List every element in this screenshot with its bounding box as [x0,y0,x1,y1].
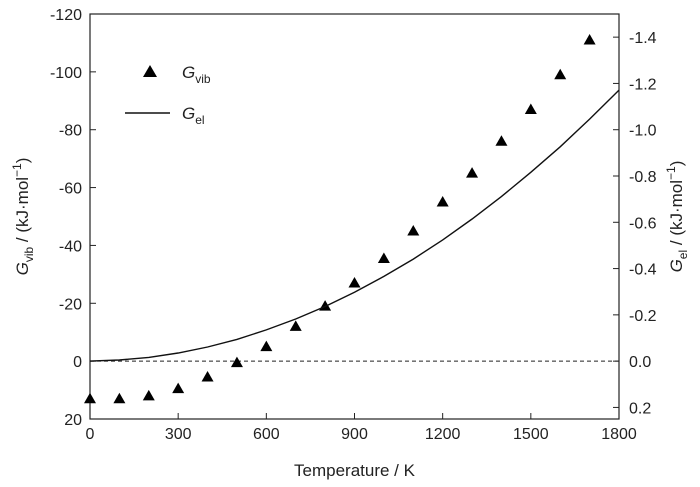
y-right-tick-label: -1.4 [629,30,657,47]
gvib-point [583,34,596,45]
gvib-point [113,392,126,404]
y-right-axis-title: Gel / (kJ·mol−1) [664,161,690,273]
x-tick-label: 0 [86,426,95,443]
x-tick-label: 1200 [425,426,461,443]
gvib-point [524,103,537,114]
gvib-point [172,382,185,394]
gvib-point [260,340,273,352]
y-left-tick-label: -40 [59,238,82,255]
legend-gvib-label: Gvib [182,63,211,86]
x-axis-title: Temperature / K [294,461,416,480]
y-right-tick-label: -0.2 [629,308,657,325]
x-tick-label: 600 [253,426,280,443]
gvib-point [466,167,479,178]
y-left-tick-label: -60 [59,181,82,198]
gvib-point [377,252,390,263]
y-left-tick-label: -120 [50,7,82,24]
gvib-point [142,389,155,401]
x-tick-label: 900 [341,426,368,443]
gel-line [89,89,620,362]
y-left-tick-label: 20 [64,412,82,429]
gvib-point [436,196,449,207]
legend-gvib-marker [143,65,157,77]
x-tick-label: 1500 [513,426,549,443]
y-right-tick-label: 0.2 [629,400,651,417]
y-left-tick-label: -100 [50,65,82,82]
y-left-tick-label: -20 [59,296,82,313]
gvib-point [407,224,420,236]
y-right-tick-label: -1.2 [629,76,657,93]
gvib-point [230,356,243,368]
gvib-point [84,392,96,404]
y-left-axis-title: Gvib / (kJ·mol−1) [10,158,36,276]
gvib-point [495,135,508,146]
y-right-tick-label: -0.4 [629,262,657,279]
gvib-point [201,371,214,382]
y-right-tick-label: -0.6 [629,215,657,232]
y-right-tick-label: 0.0 [629,354,651,371]
y-left-tick-label: -80 [59,123,82,140]
plot-frame [89,13,620,420]
gvib-point [289,320,302,331]
gvib-point [319,300,332,311]
y-left-tick-label: 0 [73,354,82,371]
legend-gel-label: Gel [182,104,205,127]
y-right-tick-label: -0.8 [629,169,657,186]
x-tick-label: 300 [165,426,192,443]
y-right-tick-label: -1.0 [629,123,657,140]
gvib-point [348,277,361,288]
x-tick-label: 1800 [601,426,637,443]
gvib-point [554,68,567,80]
